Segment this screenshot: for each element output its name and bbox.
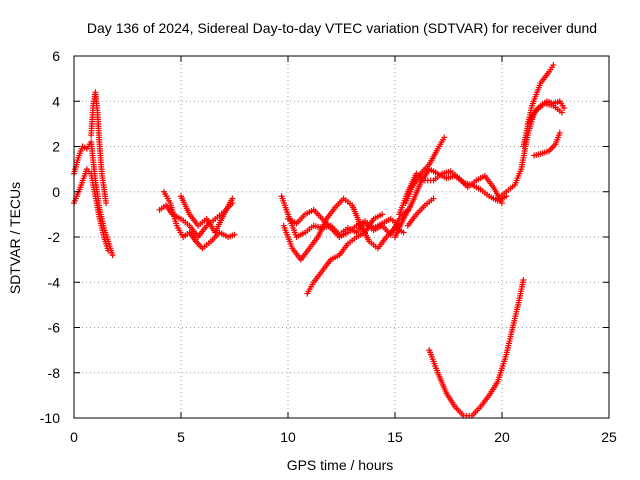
series-17 <box>531 129 563 159</box>
x-tick-label: 15 <box>387 429 403 445</box>
x-axis-label: GPS time / hours <box>287 457 394 473</box>
x-tick-label: 10 <box>280 429 296 445</box>
series-5 <box>178 193 236 236</box>
y-tick-label: 2 <box>52 139 60 155</box>
series-1 <box>71 166 112 254</box>
data-point <box>229 195 236 202</box>
data-point <box>561 105 568 112</box>
x-tick-label: 20 <box>494 429 510 445</box>
data-point <box>103 200 110 207</box>
y-tick-label: -10 <box>40 410 60 426</box>
series-4 <box>160 188 238 252</box>
series-12 <box>402 134 448 207</box>
y-axis-label: SDTVAR / TECUs <box>7 182 23 294</box>
y-tick-label: 0 <box>52 184 60 200</box>
data-point <box>520 276 527 283</box>
data-point <box>550 62 557 69</box>
series-13 <box>404 195 437 229</box>
x-tick-label: 5 <box>177 429 185 445</box>
data-point <box>231 231 238 238</box>
y-tick-label: 4 <box>52 93 60 109</box>
data-point <box>558 109 565 116</box>
chart-title: Day 136 of 2024, Sidereal Day-to-day VTE… <box>87 20 597 36</box>
data-point <box>499 200 505 207</box>
axis-ticks: 0 5 10 15 20 25 -10 -8 -6 -4 -2 0 2 4 6 <box>40 48 617 445</box>
y-tick-label: -8 <box>48 365 61 381</box>
data-point <box>105 247 112 254</box>
data-point <box>556 129 563 136</box>
series-2 <box>88 89 110 207</box>
data-point <box>109 252 116 259</box>
series-14 <box>426 276 527 419</box>
series-10 <box>392 166 510 240</box>
data-point <box>430 195 437 202</box>
y-tick-label: -4 <box>48 274 61 290</box>
data-points <box>71 62 568 419</box>
series-9 <box>285 206 403 240</box>
series-18 <box>524 100 565 127</box>
data-point <box>400 229 407 236</box>
x-tick-label: 0 <box>70 429 78 445</box>
x-tick-label: 25 <box>601 429 617 445</box>
y-tick-label: -6 <box>48 320 61 336</box>
y-tick-label: 6 <box>52 48 60 64</box>
data-point <box>379 211 386 218</box>
data-point <box>441 134 448 141</box>
y-tick-label: -2 <box>48 229 61 245</box>
